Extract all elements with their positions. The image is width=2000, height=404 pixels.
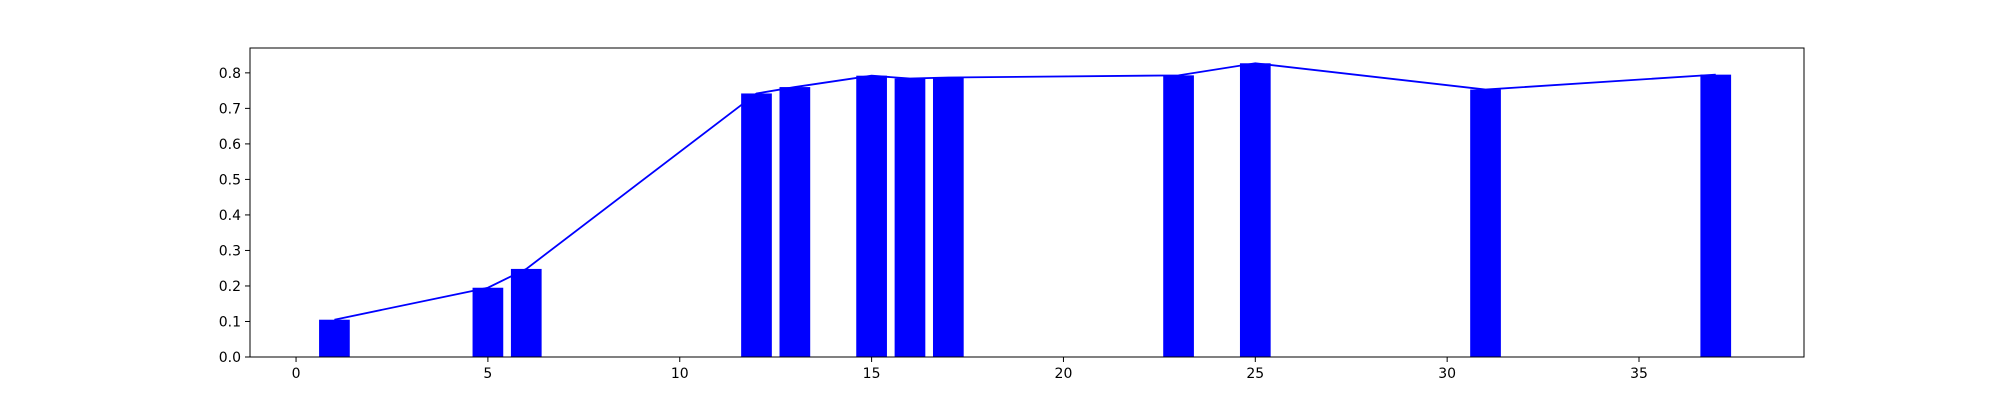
y-tick-label-0: 0.0	[219, 350, 241, 366]
x-tick-label-20: 20	[1055, 366, 1073, 382]
x-tick-label-30: 30	[1438, 366, 1456, 382]
bar-15	[856, 75, 887, 357]
bar-31	[1470, 89, 1501, 357]
x-tick-label-5: 5	[483, 366, 492, 382]
bar-13	[779, 87, 811, 357]
bar-17	[932, 77, 964, 357]
y-tick-label-0.6: 0.6	[219, 137, 241, 153]
bar-25	[1239, 63, 1271, 358]
bar-16	[894, 78, 926, 357]
y-tick-label-0.3: 0.3	[219, 243, 241, 259]
y-tick-label-0.5: 0.5	[219, 172, 241, 188]
x-tick-label-10: 10	[671, 366, 689, 382]
x-tick-label-25: 25	[1246, 366, 1264, 382]
line-layer	[334, 62, 1716, 321]
bar-6	[510, 268, 542, 357]
bar-37	[1700, 74, 1732, 357]
axes-layer: 0 5 10 15 20 25 30 35 0.0 0.1 0.2 0.3 0.4 0.5 0.6 0.7 0.…	[219, 47, 1805, 382]
bar-12	[741, 93, 772, 358]
plot-frame	[249, 47, 1805, 358]
bars-layer	[319, 63, 1732, 358]
x-tick-label-35: 35	[1630, 366, 1648, 382]
bar-23	[1163, 75, 1194, 357]
y-tick-label-0.7: 0.7	[219, 101, 241, 117]
x-tick-label-0: 0	[292, 366, 301, 382]
y-tick-label-0.8: 0.8	[219, 66, 241, 82]
bar-1	[319, 319, 350, 357]
y-tick-label-0.4: 0.4	[219, 208, 241, 224]
y-tick-label-0.1: 0.1	[219, 314, 241, 330]
series-line	[334, 62, 1716, 321]
x-tick-label-15: 15	[863, 366, 881, 382]
bar-5	[472, 287, 504, 357]
y-tick-label-0.2: 0.2	[219, 279, 241, 295]
